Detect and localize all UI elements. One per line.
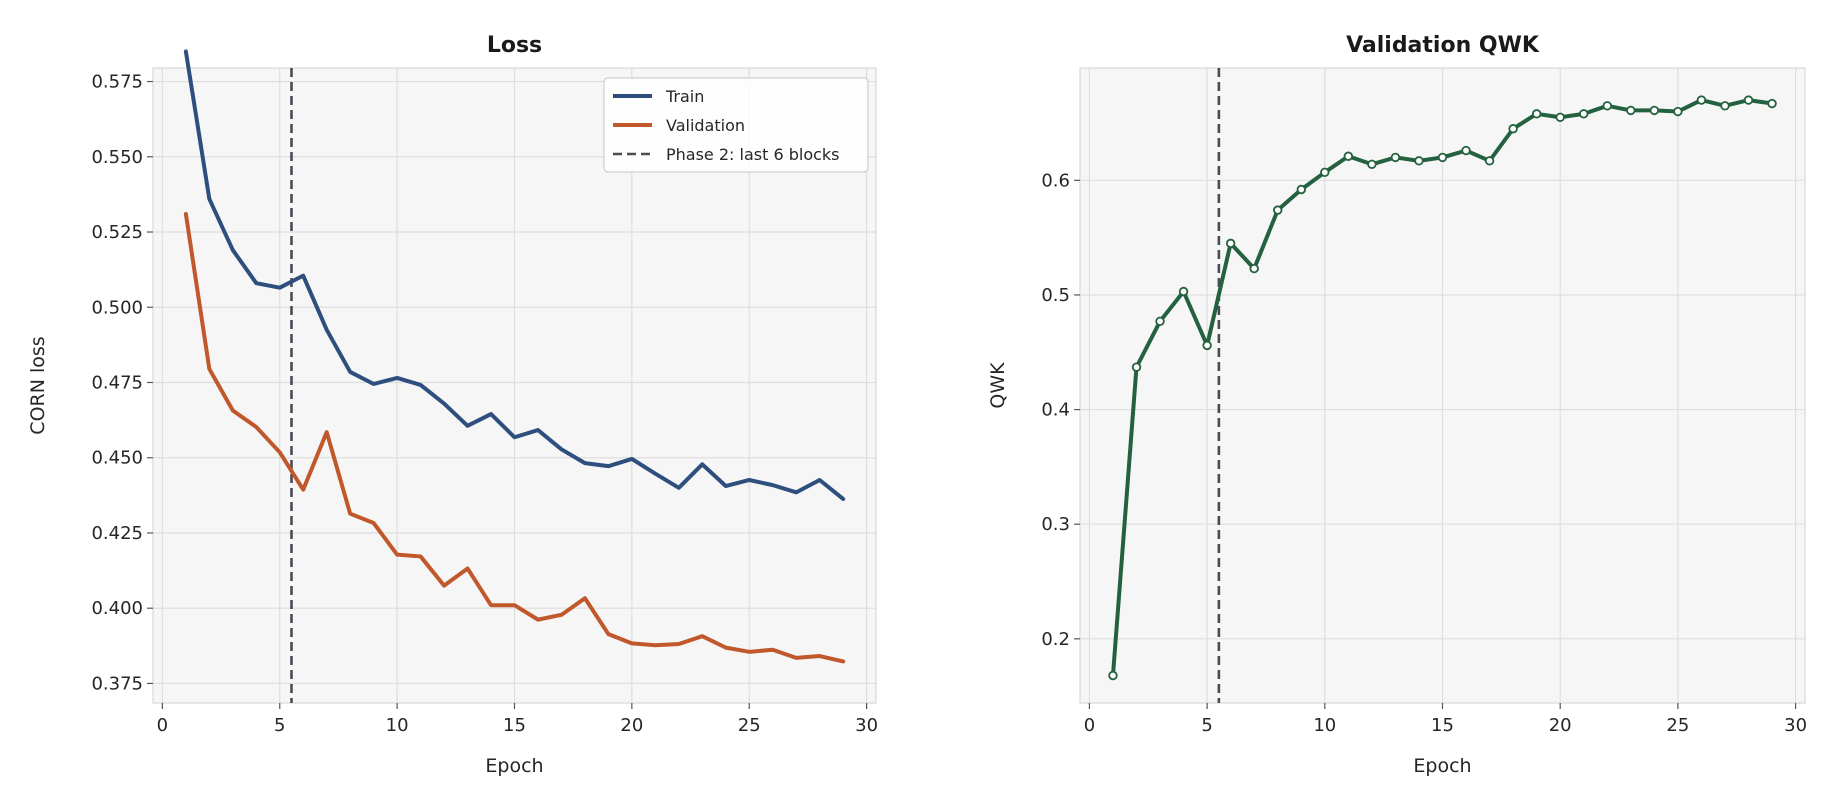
data-point	[1320, 167, 1330, 178]
data-point	[1202, 340, 1212, 351]
x-tick-label: 0	[1084, 715, 1095, 736]
chart-0: 0 5 10 15 20 25 30 0.375 0.400 0.425 0.450 0.475 0.5…	[27, 33, 878, 777]
data-point	[1390, 152, 1401, 163]
data-point	[1367, 159, 1377, 169]
data-point	[1108, 670, 1118, 681]
data-point	[1296, 184, 1306, 195]
chart-title: Loss	[487, 33, 542, 58]
data-point	[1649, 105, 1660, 116]
y-tick-label: 0.475	[91, 372, 143, 393]
data-point	[1414, 156, 1424, 166]
x-tick-label: 30	[855, 715, 878, 736]
y-tick-label: 0.525	[91, 222, 143, 243]
series-line-validation	[183, 211, 846, 664]
legend-label: Validation	[666, 116, 745, 135]
legend-label: Phase 2: last 6 blocks	[666, 145, 840, 164]
y-tick-label: 0.550	[91, 147, 143, 168]
y-tick-label: 0.375	[91, 673, 143, 694]
x-tick-label: 5	[1201, 715, 1212, 736]
x-tick-label: 5	[274, 715, 285, 736]
data-point	[1743, 95, 1754, 105]
data-point	[1131, 362, 1142, 372]
data-point	[1155, 316, 1165, 327]
x-tick-label: 20	[620, 715, 643, 736]
data-point	[1225, 238, 1236, 249]
y-tick-label: 0.4	[1041, 400, 1070, 421]
y-tick-label: 0.6	[1041, 170, 1070, 191]
y-axis-label: QWK	[987, 362, 1009, 409]
chart-1: 0 5 10 15 20 25 30 0.2 0.3 0.4 0.5 0.6 Validation QW…	[987, 33, 1807, 777]
x-tick-label: 30	[1784, 715, 1807, 736]
y-tick-label: 0.2	[1041, 629, 1070, 650]
y-tick-label: 0.575	[91, 72, 143, 93]
x-tick-label: 15	[503, 715, 526, 736]
series-line-train	[183, 49, 846, 501]
x-axis-label: Epoch	[1413, 755, 1471, 777]
chart-title: Validation QWK	[1346, 33, 1540, 58]
data-point	[1696, 95, 1707, 105]
data-point	[1579, 109, 1589, 119]
data-point	[1626, 105, 1636, 116]
x-tick-label: 25	[738, 715, 761, 736]
legend-label: Train	[665, 87, 704, 106]
y-tick-label: 0.5	[1041, 285, 1070, 306]
y-tick-label: 0.450	[91, 448, 143, 469]
y-tick-label: 0.3	[1041, 514, 1070, 535]
x-tick-label: 25	[1666, 715, 1689, 736]
x-tick-label: 10	[1313, 715, 1336, 736]
data-point	[1461, 145, 1471, 156]
data-point	[1555, 112, 1565, 122]
x-tick-label: 10	[386, 715, 409, 736]
y-tick-label: 0.500	[91, 297, 143, 318]
data-point	[1178, 286, 1189, 297]
y-axis-label: CORN loss	[27, 336, 49, 434]
x-tick-label: 20	[1549, 715, 1572, 736]
y-tick-label: 0.425	[91, 523, 143, 544]
data-point	[1673, 106, 1683, 117]
data-point	[1249, 263, 1259, 274]
data-point	[1767, 98, 1777, 109]
data-point	[1484, 156, 1495, 166]
y-tick-label: 0.400	[91, 598, 143, 619]
data-point	[1602, 101, 1612, 111]
data-point	[1343, 151, 1354, 161]
data-point	[1437, 152, 1448, 163]
x-tick-label: 15	[1431, 715, 1454, 736]
x-tick-label: 0	[157, 715, 168, 736]
legend-box	[603, 77, 869, 173]
data-point	[1720, 101, 1730, 111]
data-point	[1531, 109, 1542, 119]
data-point	[1508, 124, 1518, 134]
data-point	[1273, 205, 1283, 215]
legend: Train Validation Phase 2: last 6 blocks	[603, 77, 869, 173]
x-axis-label: Epoch	[485, 755, 543, 777]
